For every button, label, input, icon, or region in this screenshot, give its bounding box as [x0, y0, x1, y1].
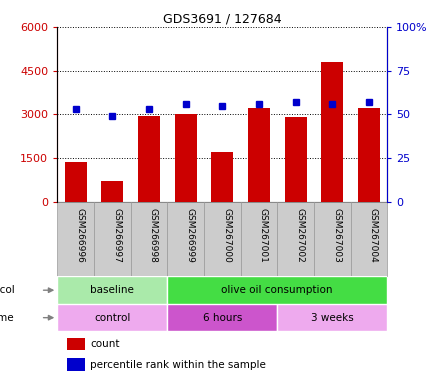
Bar	[277, 304, 387, 331]
FancyBboxPatch shape	[351, 202, 387, 276]
Title: GDS3691 / 127684: GDS3691 / 127684	[163, 13, 282, 26]
Text: control: control	[94, 313, 130, 323]
Text: percentile rank within the sample: percentile rank within the sample	[90, 360, 266, 370]
FancyBboxPatch shape	[277, 202, 314, 276]
Text: olive oil consumption: olive oil consumption	[221, 285, 333, 295]
Bar	[211, 152, 233, 202]
Bar	[67, 358, 85, 371]
Bar	[57, 304, 167, 331]
Text: GSM266996: GSM266996	[76, 208, 84, 263]
Bar	[167, 304, 277, 331]
Text: GSM267001: GSM267001	[259, 208, 268, 263]
FancyBboxPatch shape	[241, 202, 277, 276]
Text: baseline: baseline	[90, 285, 134, 295]
Text: 6 hours: 6 hours	[202, 313, 242, 323]
FancyBboxPatch shape	[204, 202, 241, 276]
Bar	[101, 181, 123, 202]
Text: GSM267000: GSM267000	[222, 208, 231, 263]
Text: GSM266997: GSM266997	[112, 208, 121, 263]
FancyBboxPatch shape	[57, 202, 94, 276]
Text: time: time	[0, 313, 15, 323]
Bar	[167, 276, 387, 304]
Text: GSM267004: GSM267004	[369, 208, 378, 262]
FancyBboxPatch shape	[94, 202, 131, 276]
FancyBboxPatch shape	[167, 202, 204, 276]
Bar	[321, 62, 343, 202]
Text: GSM267002: GSM267002	[296, 208, 304, 262]
Text: protocol: protocol	[0, 285, 15, 295]
Text: 3 weeks: 3 weeks	[311, 313, 354, 323]
Bar	[67, 338, 85, 350]
Bar	[285, 117, 307, 202]
Bar	[138, 116, 160, 202]
FancyBboxPatch shape	[314, 202, 351, 276]
FancyBboxPatch shape	[131, 202, 167, 276]
Text: count: count	[90, 339, 120, 349]
Bar	[65, 162, 87, 202]
Bar	[358, 108, 380, 202]
Bar	[248, 108, 270, 202]
Text: GSM266998: GSM266998	[149, 208, 158, 263]
Bar	[57, 276, 167, 304]
Text: GSM267003: GSM267003	[332, 208, 341, 263]
Bar	[175, 114, 197, 202]
Text: GSM266999: GSM266999	[186, 208, 194, 263]
